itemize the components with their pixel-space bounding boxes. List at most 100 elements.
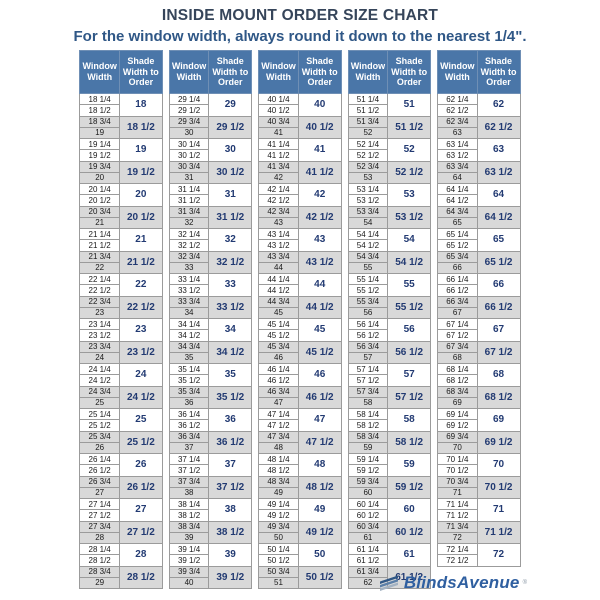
window-width-cell: 44 1/2 [258, 284, 299, 297]
window-width-cell: 33 3/4 [168, 295, 210, 308]
shade-width-cell: 47 [297, 408, 342, 432]
shade-width-cell: 58 1/2 [387, 430, 432, 454]
table-row: 53 1/4 53 [347, 182, 432, 207]
window-width-cell: 50 3/4 [258, 565, 299, 578]
table-row: 22 3/4 22 1/2 [79, 295, 163, 319]
shade-width-cell: 70 [476, 453, 521, 477]
order-size-table-3: Window Width Shade Width to Order 40 1/4 40… [258, 50, 342, 590]
table-row: 18 1/4 18 [79, 92, 163, 117]
table-row: 35 [168, 351, 251, 365]
table-row: 24 1/4 24 [79, 362, 163, 387]
table-row: 47 3/4 47 1/2 [258, 430, 342, 454]
table-row: 60 3/4 60 1/2 [347, 520, 432, 544]
window-width-cell: 40 1/4 [258, 92, 299, 106]
shade-width-cell: 36 1/2 [208, 430, 253, 454]
window-width-cell: 25 1/2 [79, 419, 120, 432]
table-row: 52 3/4 52 1/2 [347, 160, 432, 184]
window-width-cell: 47 1/2 [258, 419, 299, 432]
table-row: 61 3/4 61 1/2 [347, 565, 432, 589]
shade-width-cell: 34 [208, 318, 253, 342]
table-row: 63 3/4 63 1/2 [437, 160, 521, 184]
window-width-cell: 37 1/2 [168, 464, 210, 477]
shade-width-header: Shade Width to Order [297, 50, 342, 94]
shade-width-cell: 22 1/2 [118, 295, 163, 319]
shade-width-cell: 27 1/2 [118, 520, 163, 544]
window-width-cell: 43 1/2 [258, 239, 299, 252]
shade-width-cell: 54 [387, 228, 432, 252]
shade-width-cell: 59 1/2 [387, 475, 432, 499]
shade-width-cell: 18 1/2 [118, 115, 163, 139]
shade-width-cell: 46 1/2 [297, 385, 342, 409]
shade-width-cell: 18 [118, 93, 163, 117]
table-row: 40 [168, 576, 251, 590]
table-row: 47 1/4 47 [258, 407, 342, 432]
window-width-cell: 57 1/2 [347, 374, 389, 387]
window-width-cell: 70 [437, 441, 478, 455]
window-width-cell: 26 3/4 [79, 475, 120, 488]
window-width-cell: 25 [79, 396, 120, 410]
shade-width-cell: 60 1/2 [387, 520, 432, 544]
table-row: 38 1/4 38 [168, 497, 253, 522]
window-width-cell: 38 1/2 [168, 509, 210, 522]
shade-width-cell: 30 [208, 138, 253, 162]
window-width-cell: 31 1/4 [168, 182, 210, 196]
table-row: 45 1/4 45 [258, 317, 342, 342]
window-width-cell: 56 1/2 [347, 329, 389, 342]
window-width-cell: 22 3/4 [79, 295, 120, 308]
window-width-cell: 31 3/4 [168, 205, 210, 218]
table-row: 19 3/4 19 1/2 [79, 160, 163, 184]
window-width-cell: 32 [168, 216, 210, 230]
table-row: 54 1/4 54 [347, 227, 432, 252]
window-width-cell: 57 3/4 [347, 385, 389, 398]
table-row: 29 1/4 29 [168, 92, 253, 117]
shade-width-cell: 43 1/2 [297, 250, 342, 274]
shade-width-cell: 55 1/2 [387, 295, 432, 319]
shade-width-cell: 69 1/2 [476, 430, 521, 454]
table-row: 37 1/4 37 [168, 452, 253, 477]
shade-width-cell: 27 [118, 498, 163, 522]
window-width-cell: 39 1/2 [168, 554, 210, 567]
window-width-cell: 58 1/2 [347, 419, 389, 432]
window-width-cell: 65 3/4 [437, 250, 478, 263]
table-row: 53 3/4 53 1/2 [347, 205, 432, 229]
table-row: 58 3/4 58 1/2 [347, 430, 432, 454]
shade-width-cell: 68 1/2 [476, 385, 521, 409]
shade-width-cell: 39 1/2 [208, 565, 253, 589]
window-width-cell: 45 [258, 306, 299, 320]
table-row: 58 1/4 58 [347, 407, 432, 432]
window-width-cell: 64 1/2 [437, 194, 478, 207]
table-row: 60 1/4 60 [347, 497, 432, 522]
table-row: 59 3/4 59 1/2 [347, 475, 432, 499]
window-width-cell: 27 1/4 [79, 497, 120, 511]
window-width-cell: 33 1/4 [168, 272, 210, 286]
table-row: 38 3/4 38 1/2 [168, 520, 253, 544]
window-width-cell: 44 3/4 [258, 295, 299, 308]
window-width-cell: 61 [347, 531, 389, 545]
window-width-cell: 67 1/4 [437, 317, 478, 331]
shade-width-cell: 37 1/2 [208, 475, 253, 499]
window-width-cell: 52 [347, 126, 389, 140]
table-row: 48 3/4 48 1/2 [258, 475, 342, 499]
shade-width-cell: 24 [118, 363, 163, 387]
window-width-cell: 68 1/4 [437, 362, 478, 376]
shade-width-cell: 41 [297, 138, 342, 162]
shade-width-cell: 44 1/2 [297, 295, 342, 319]
table-row: 71 1/4 71 [437, 497, 521, 522]
table-row: 36 3/4 36 1/2 [168, 430, 253, 454]
table-row: 57 1/2 [347, 374, 430, 387]
table-row: 69 [437, 396, 520, 410]
window-width-cell: 53 1/2 [347, 194, 389, 207]
page-subtitle: For the window width, always round it do… [73, 28, 527, 45]
table-row: 48 1/4 48 [258, 452, 342, 477]
window-width-cell: 52 3/4 [347, 160, 389, 173]
table-row: 34 3/4 34 1/2 [168, 340, 253, 364]
window-width-cell: 21 3/4 [79, 250, 120, 263]
shade-width-cell: 20 [118, 183, 163, 207]
table-row: 50 3/4 50 1/2 [258, 565, 342, 589]
table-row: 51 [258, 576, 341, 590]
window-width-cell: 64 [437, 171, 478, 185]
shade-width-cell: 19 [118, 138, 163, 162]
table-row: 33 1/2 [168, 284, 251, 297]
table-row: 25 1/4 25 [79, 407, 163, 432]
